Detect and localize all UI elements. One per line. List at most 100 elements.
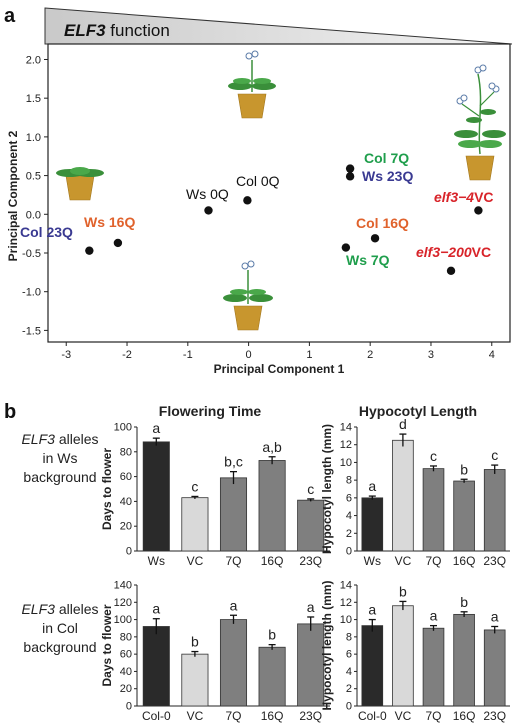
y-tick-label: 80 (120, 631, 132, 643)
pca-point (345, 164, 355, 173)
y-tick-label: 20 (120, 683, 132, 695)
significance-label: b (399, 583, 407, 599)
category-label: 7Q (425, 709, 441, 723)
y-tick-label: 60 (120, 471, 132, 483)
y-tick-label: 14 (340, 580, 352, 592)
y-tick-label: 4 (346, 666, 352, 678)
significance-label: a (491, 608, 499, 624)
pca-y-axis-label: Principal Component 2 (6, 130, 20, 261)
significance-label: a (152, 420, 160, 436)
bar (483, 469, 506, 552)
svg-text:background: background (23, 639, 96, 655)
y-tick-label: 14 (340, 422, 352, 434)
category-label: Ws (148, 554, 165, 568)
category-label: Col-0 (142, 709, 171, 723)
y-tick-label: 100 (114, 422, 132, 434)
pca-x-axis-label: Principal Component 1 (214, 362, 345, 376)
panel-b-letter: b (4, 401, 16, 423)
label-elf3-4-vc: elf3−4VC (434, 189, 494, 205)
significance-label: d (399, 416, 407, 432)
col-title-hypocotyl: Hypocotyl Length (359, 403, 477, 419)
x-tick-label: 4 (489, 349, 495, 361)
x-tick-label: 2 (367, 349, 373, 361)
y-axis-label: Hypocotyl length (mm) (320, 424, 334, 554)
significance-label: c (430, 448, 437, 464)
significance-label: b (191, 634, 199, 650)
y-tick-label: 60 (120, 649, 132, 661)
plant-tall-flowering-icon (454, 64, 506, 181)
label-col-23q: Col 23Q (20, 224, 73, 240)
significance-label: b,c (224, 454, 243, 470)
bar (219, 477, 248, 552)
label-ws-7q: Ws 7Q (346, 252, 390, 268)
y-tick-label: 40 (120, 666, 132, 678)
category-label: VC (187, 554, 204, 568)
pca-point (446, 266, 456, 275)
x-tick-label: 0 (246, 349, 252, 361)
label-ws-0q: Ws 0Q (186, 186, 229, 202)
bar (422, 468, 445, 552)
x-tick-label: -2 (122, 349, 132, 361)
bar (142, 626, 170, 707)
significance-label: a (307, 599, 315, 615)
banner-function: function (106, 21, 170, 40)
svg-text:background: background (23, 469, 96, 485)
y-axis-label: Days to flower (100, 604, 114, 686)
y-tick-label: 0 (346, 546, 352, 558)
y-tick-label: 2.0 (26, 54, 41, 66)
y-tick-label: 10 (340, 614, 352, 626)
category-label: 23Q (483, 554, 506, 568)
bar-chart: 0 2 4 6 8 10 12 14 Hypocotyl length (mm) a Ws d VC c 7… (320, 416, 510, 568)
bar (181, 653, 209, 707)
y-tick-label: 0.0 (26, 209, 41, 221)
pca-point (243, 196, 252, 205)
significance-label: b (268, 627, 276, 643)
x-tick-label: -3 (61, 349, 71, 361)
category-label: 7Q (225, 554, 241, 568)
y-tick-label: 0.5 (26, 171, 41, 183)
label-col-7q: Col 7Q (364, 150, 409, 166)
significance-label: b (460, 461, 468, 477)
pca-points (85, 164, 483, 275)
bar (483, 629, 506, 707)
y-tick-label: 2 (346, 528, 352, 540)
bar (258, 460, 286, 552)
y-tick-label: 10 (340, 457, 352, 469)
pca-plot-frame (47, 43, 511, 343)
y-tick-label: 8 (346, 631, 352, 643)
y-tick-label: 8 (346, 475, 352, 487)
category-label: 16Q (453, 554, 476, 568)
significance-label: a (368, 478, 376, 494)
bar-chart: 0 20 40 60 80 100 Days to flower a Ws c VC b,c 7Q a,b… (100, 420, 330, 568)
col-title-flowering: Flowering Time (159, 403, 262, 419)
y-tick-label: 0 (346, 701, 352, 713)
x-tick-label: 3 (428, 349, 434, 361)
significance-label: a (430, 608, 438, 624)
label-ws-16q: Ws 16Q (84, 214, 135, 230)
svg-text:ELF3 alleles: ELF3 alleles (21, 601, 98, 617)
pca-point (113, 238, 123, 248)
label-col-0q: Col 0Q (236, 173, 280, 189)
x-tick-label: -1 (183, 349, 193, 361)
svg-text:in Ws: in Ws (43, 450, 78, 466)
significance-label: c (191, 478, 198, 494)
bar (453, 613, 475, 707)
svg-text:ELF3 function: ELF3 function (64, 21, 170, 40)
elf3-function-banner: ELF3 function (44, 7, 513, 45)
label-ws-23q: Ws 23Q (362, 168, 413, 184)
bar-chart: 0 2 4 6 8 10 12 14 Hypocotyl length (mm) a Col-0 b V… (320, 580, 510, 723)
significance-label: c (491, 447, 498, 463)
pca-point (204, 206, 213, 215)
category-label: Ws (364, 554, 381, 568)
y-tick-label: 20 (120, 521, 132, 533)
svg-text:ELF3 alleles: ELF3 alleles (21, 431, 98, 447)
category-label: VC (395, 554, 412, 568)
pca-point (85, 246, 94, 255)
category-label: VC (395, 709, 412, 723)
y-tick-label: 0 (126, 546, 132, 558)
y-tick-label: 1.0 (26, 132, 41, 144)
y-tick-label: 6 (346, 492, 352, 504)
